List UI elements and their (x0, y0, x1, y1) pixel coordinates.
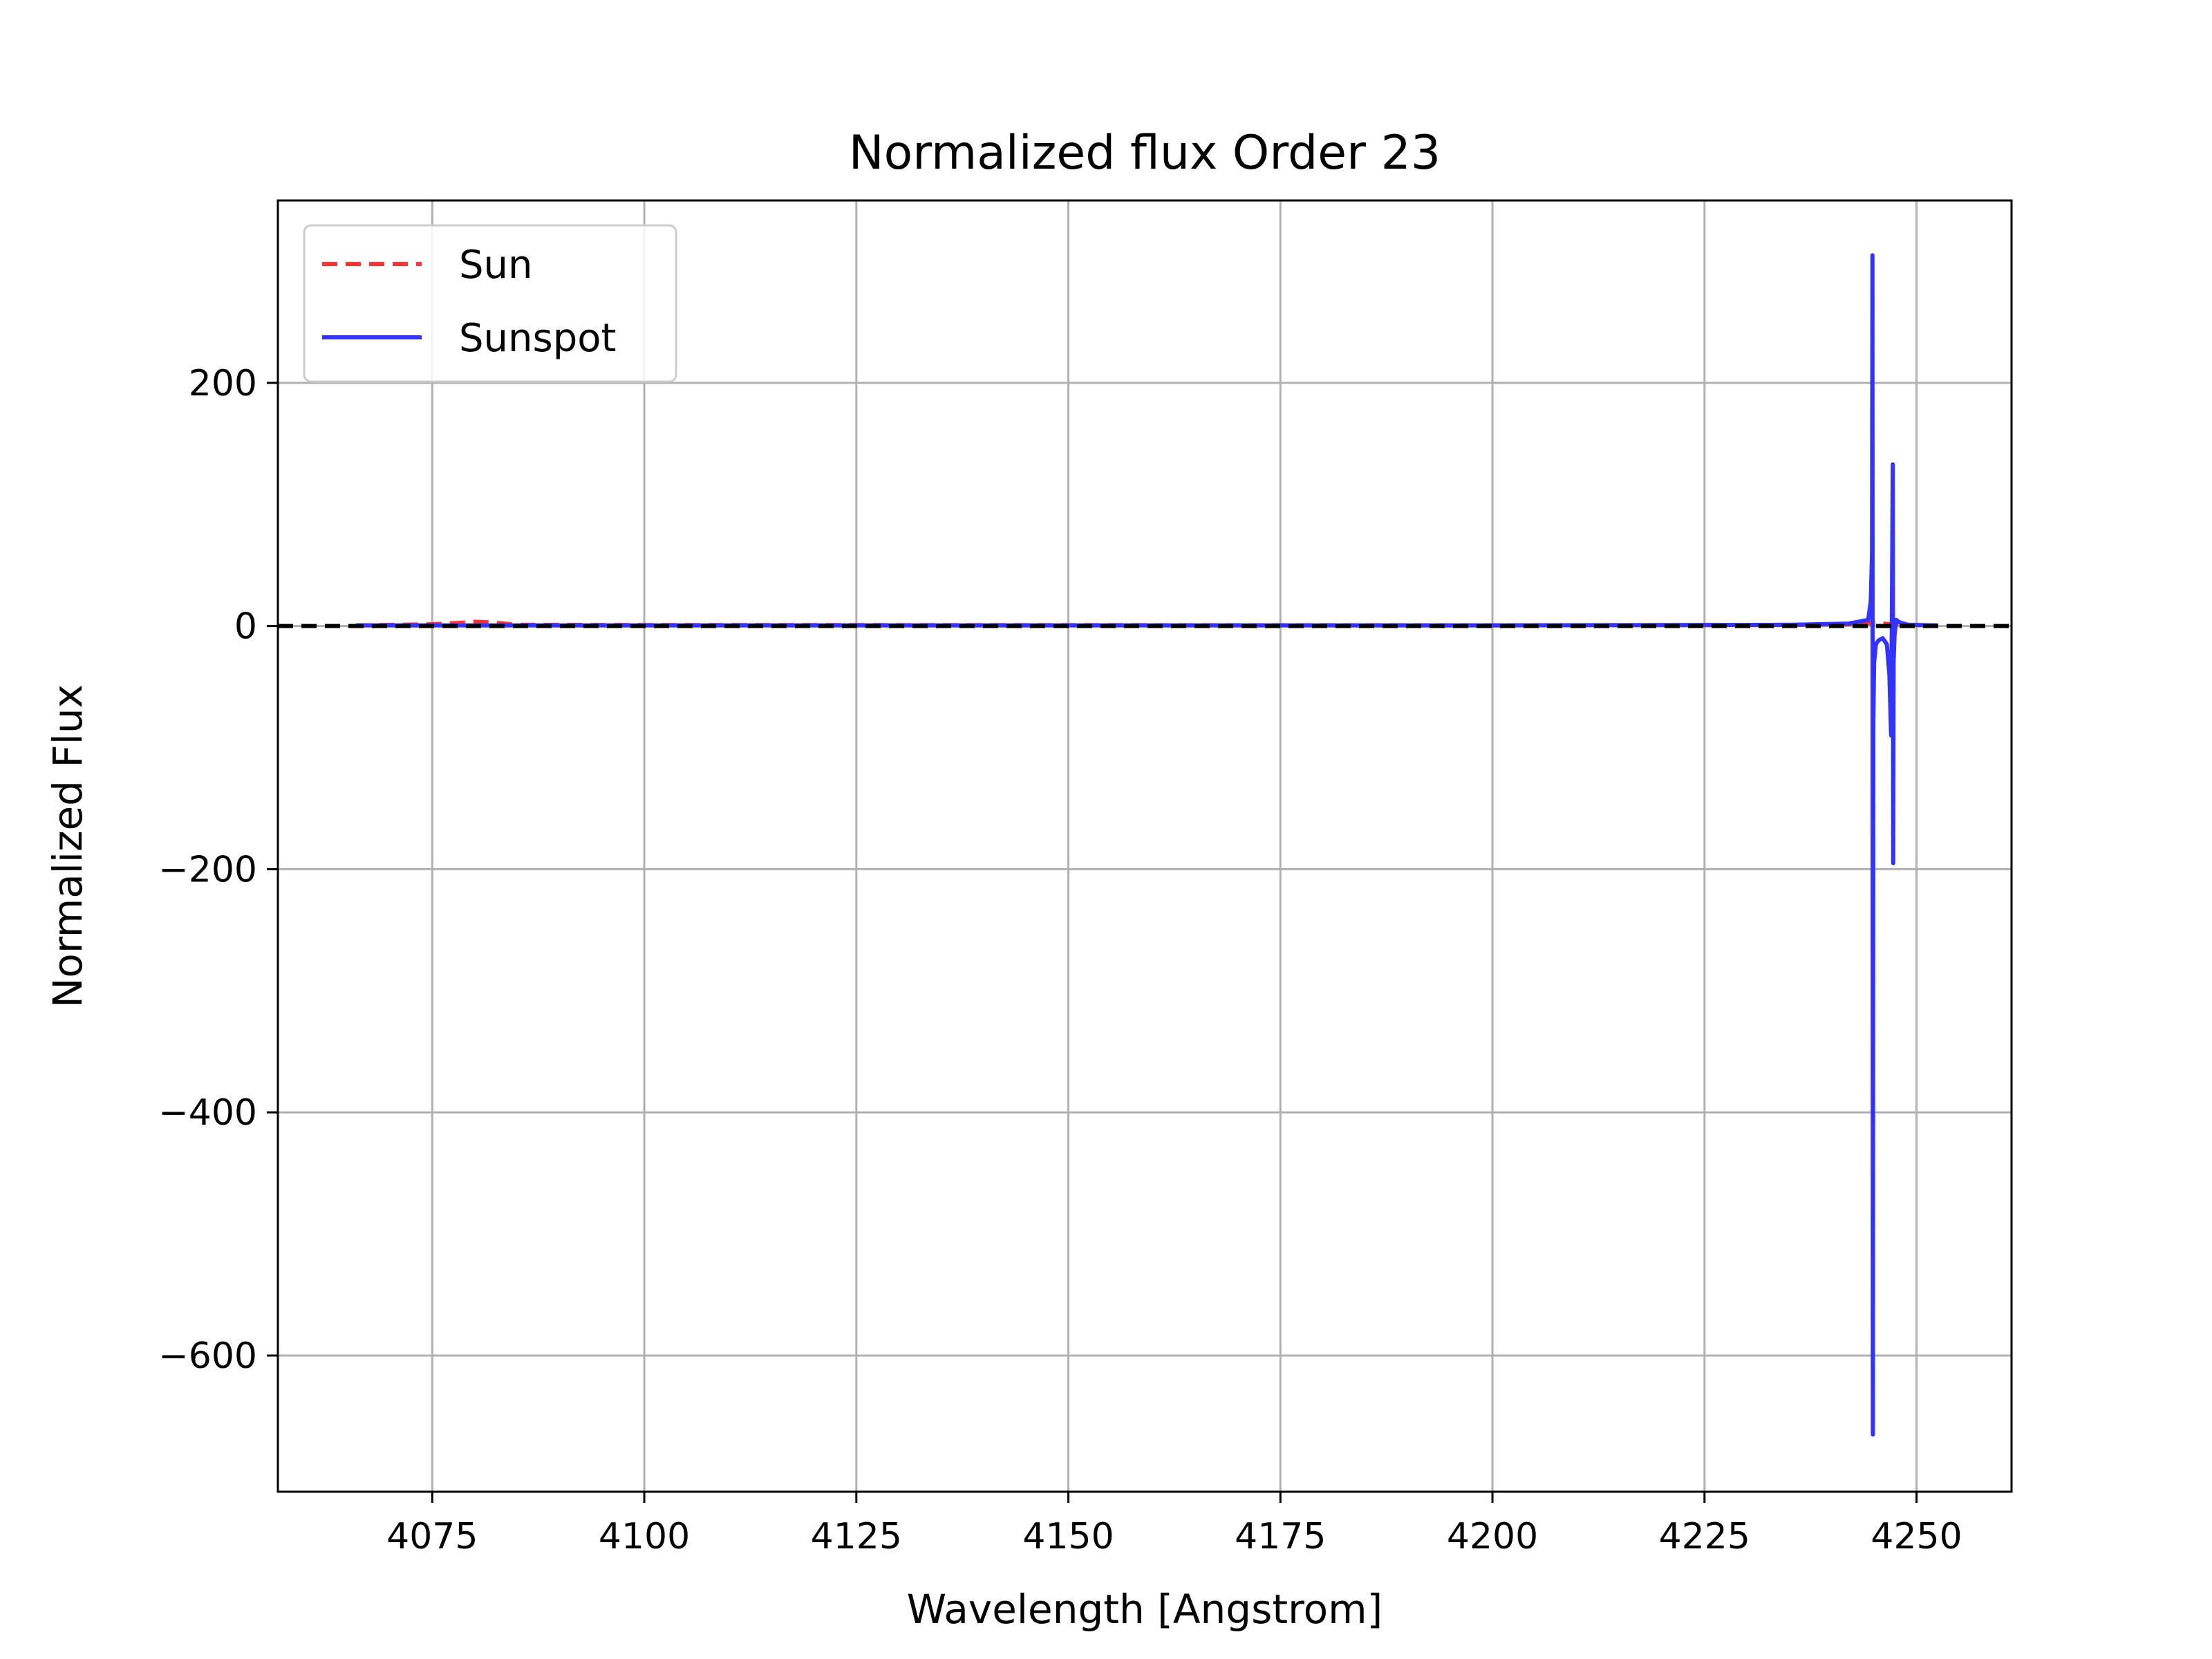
y-tick-label: 0 (234, 606, 257, 648)
plot-frame (276, 199, 2013, 1493)
y-tick-label: 200 (189, 363, 257, 404)
y-axis-label: Normalized Flux (44, 684, 91, 1008)
x-axis-label: Wavelength [Angstrom] (907, 1586, 1383, 1633)
x-tick-label: 4100 (599, 1516, 690, 1557)
x-tick-label: 4225 (1659, 1516, 1750, 1557)
x-tick-label: 4175 (1235, 1516, 1326, 1557)
y-tick-label: −600 (158, 1335, 257, 1377)
legend: Sun Sunspot (303, 224, 677, 383)
legend-label: Sun (459, 243, 533, 288)
y-tick-label: −400 (158, 1092, 257, 1134)
x-tick-label: 4125 (811, 1516, 902, 1557)
y-tick-label: −200 (158, 849, 257, 890)
x-tick-label: 4250 (1871, 1516, 1962, 1557)
x-tick-label: 4200 (1447, 1516, 1538, 1557)
x-axis: 4075 4100 4125 4150 4175 4200 4225 4250 (386, 1492, 1962, 1557)
x-tick-label: 4075 (386, 1516, 478, 1557)
chart-title: Normalized flux Order 23 (849, 126, 1441, 180)
y-axis: 200 0 −200 −400 −600 (158, 363, 278, 1377)
x-tick-label: 4150 (1022, 1516, 1114, 1557)
legend-label: Sunspot (459, 316, 616, 361)
plot-area (278, 200, 2012, 1492)
